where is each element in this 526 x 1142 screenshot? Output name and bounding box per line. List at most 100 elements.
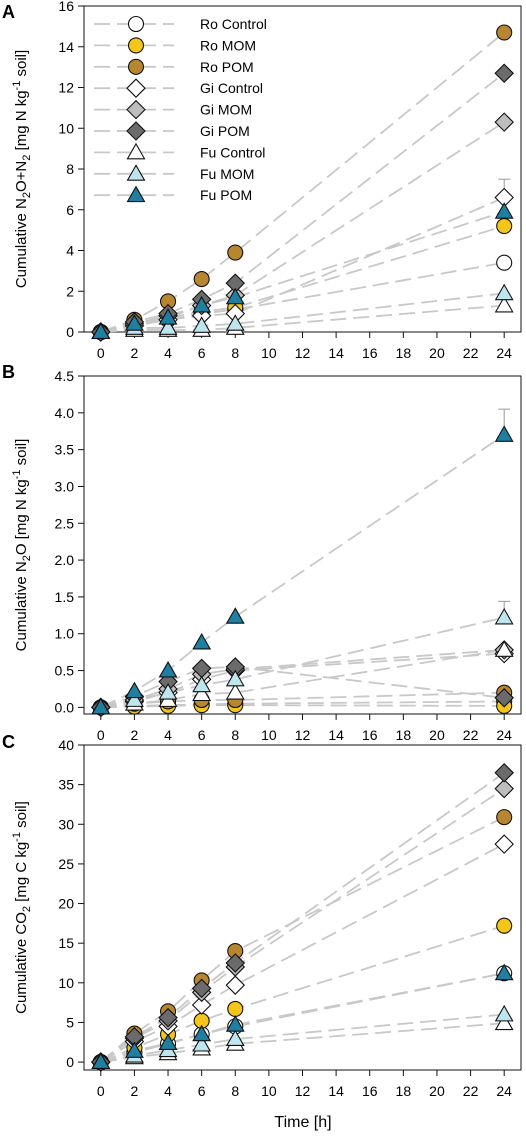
point-fu-mom xyxy=(225,314,245,331)
point-fu-pom xyxy=(192,295,212,313)
y-axis-title: Cumulative CO2 [mg C kg-1 soil] xyxy=(11,801,33,1014)
point-ro-mom xyxy=(227,1000,244,1018)
point-fu-pom xyxy=(192,632,212,650)
point-fu-pom xyxy=(494,202,514,219)
point-fu-pom xyxy=(192,1024,212,1042)
point-fu-mom xyxy=(158,683,178,700)
point-gi-pom xyxy=(225,953,246,973)
point-fu-control xyxy=(494,1013,514,1031)
y-tick-label: 4.5 xyxy=(55,368,75,384)
y-tick-label: 10 xyxy=(58,120,74,136)
y-tick-label: 3.0 xyxy=(55,478,75,494)
legend-label: Ro Control xyxy=(200,16,267,32)
point-gi-pom xyxy=(191,978,212,999)
legend-marker-gi-pom xyxy=(126,121,146,141)
x-tick-label: 4 xyxy=(164,1083,172,1099)
point-gi-pom xyxy=(158,1007,178,1028)
point-gi-pom xyxy=(494,762,514,783)
x-tick-label: 0 xyxy=(97,345,105,361)
point-fu-control xyxy=(225,683,245,700)
y-tick-label: 12 xyxy=(58,80,74,96)
x-tick-label: 20 xyxy=(429,345,445,361)
point-fu-pom xyxy=(124,1041,144,1058)
point-fu-pom xyxy=(91,697,111,715)
y-axis-title: Cumulative N2O+N2 [mg N kg-1 soil] xyxy=(11,50,33,288)
y-tick-label: 4 xyxy=(66,243,74,259)
point-gi-pom xyxy=(494,63,514,84)
point-fu-pom xyxy=(124,314,144,331)
x-tick-label: 2 xyxy=(131,1083,139,1099)
y-tick-label: 4.0 xyxy=(55,405,75,421)
x-tick-label: 2 xyxy=(131,727,139,743)
x-tick-label: 4 xyxy=(164,345,172,361)
y-tick-label: 0 xyxy=(66,1054,74,1070)
point-gi-control xyxy=(225,975,246,995)
y-tick-label: 0 xyxy=(66,324,74,340)
point-ro-pom xyxy=(496,809,513,826)
point-fu-pom xyxy=(158,308,178,325)
y-tick-label: 5 xyxy=(66,1014,74,1030)
point-fu-control xyxy=(494,640,514,657)
legend-label: Gi Control xyxy=(200,80,263,96)
point-gi-control xyxy=(191,995,212,1015)
x-tick-label: 20 xyxy=(429,1083,445,1099)
point-fu-pom xyxy=(225,1015,245,1032)
point-ro-mom xyxy=(496,218,513,235)
y-tick-label: 6 xyxy=(66,202,74,218)
point-gi-pom xyxy=(494,688,514,708)
x-tick-label: 24 xyxy=(496,1083,512,1099)
x-tick-label: 14 xyxy=(328,345,344,361)
y-tick-label: 25 xyxy=(58,856,74,872)
point-fu-pom xyxy=(158,1033,178,1050)
point-fu-control xyxy=(192,684,212,702)
y-tick-label: 1.5 xyxy=(55,589,75,605)
point-fu-mom xyxy=(192,316,212,333)
legend-marker-fu-mom xyxy=(126,164,146,181)
legend-marker-gi-mom xyxy=(126,99,146,120)
x-tick-label: 20 xyxy=(429,727,445,743)
point-gi-control xyxy=(494,834,514,854)
point-fu-pom xyxy=(91,322,111,339)
point-fu-mom xyxy=(158,318,178,335)
x-tick-label: 10 xyxy=(261,727,277,743)
x-tick-label: 6 xyxy=(198,727,206,743)
x-tick-label: 12 xyxy=(295,345,311,361)
y-tick-label: 2.5 xyxy=(55,515,75,531)
y-tick-label: 14 xyxy=(58,39,74,55)
y-tick-label: 2.0 xyxy=(55,552,75,568)
x-tick-label: 8 xyxy=(231,1083,239,1099)
y-tick-label: 20 xyxy=(58,896,74,912)
x-tick-label: 22 xyxy=(463,345,479,361)
point-fu-mom xyxy=(124,690,144,707)
x-tick-label: 6 xyxy=(198,345,206,361)
point-fu-pom xyxy=(158,660,178,678)
x-tick-label: 10 xyxy=(261,1083,277,1099)
point-fu-mom xyxy=(494,607,514,625)
x-axis-title: Time [h] xyxy=(274,1114,331,1131)
x-tick-label: 0 xyxy=(97,727,105,743)
point-gi-mom xyxy=(494,112,514,132)
y-tick-label: 0.5 xyxy=(55,663,75,679)
legend-label: Gi MOM xyxy=(200,102,252,118)
series-line-gi-pom xyxy=(100,72,505,333)
x-tick-label: 6 xyxy=(198,1083,206,1099)
legend: Ro Control Ro MOM Ro POM Gi Control Gi MOM Gi… xyxy=(94,15,267,203)
legend-marker-fu-control xyxy=(126,142,146,160)
point-gi-mom xyxy=(494,778,514,799)
x-tick-label: 18 xyxy=(396,727,412,743)
panel-b-chart: B0.00.51.01.52.02.53.03.54.04.50 2 4 6 8 10 12… xyxy=(2,362,522,743)
x-tick-label: 10 xyxy=(261,345,277,361)
legend-marker-gi-control xyxy=(126,78,146,98)
point-fu-mom xyxy=(494,283,514,301)
y-tick-label: 8 xyxy=(66,161,74,177)
x-tick-label: 18 xyxy=(396,1083,412,1099)
point-ro-pom xyxy=(496,24,513,41)
plot-frame xyxy=(83,744,522,1071)
panel-letter: A xyxy=(2,2,15,22)
y-tick-label: 35 xyxy=(58,777,74,793)
y-tick-label: 1.0 xyxy=(55,626,75,642)
y-tick-label: 10 xyxy=(58,975,74,991)
legend-marker-fu-pom xyxy=(126,185,146,203)
point-fu-control xyxy=(494,295,514,313)
